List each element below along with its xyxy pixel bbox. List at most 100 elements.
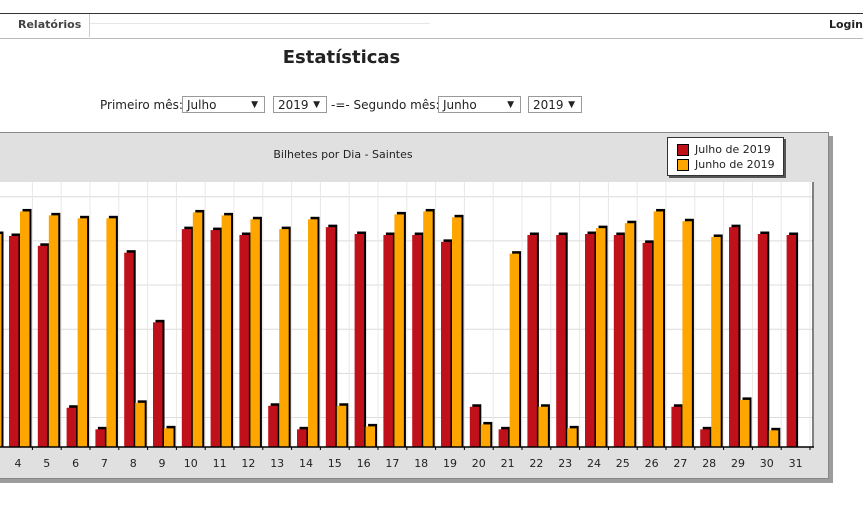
bar-junho-2019 (20, 208, 32, 447)
bar-julho-2019 (383, 232, 395, 447)
x-tick-label: 18 (414, 457, 428, 470)
x-tick-label: 29 (731, 457, 745, 470)
bar-julho-2019 (95, 426, 107, 447)
legend-swatch (677, 159, 689, 171)
second-month-value: Junho (443, 98, 477, 112)
bar-julho-2019 (671, 404, 683, 447)
bar-junho-2019 (221, 212, 234, 447)
bar-junho-2019 (452, 214, 464, 447)
chevron-down-icon: ▼ (313, 100, 320, 110)
chart-legend: Julho de 2019 Junho de 2019 (667, 137, 784, 176)
legend-item: Junho de 2019 (677, 159, 775, 171)
x-tick-label: 13 (270, 457, 284, 470)
bar-julho-2019 (124, 250, 136, 447)
legend-label: Julho de 2019 (695, 143, 771, 156)
first-year-value: 2019 (278, 98, 309, 112)
bar-junho-2019 (365, 423, 378, 447)
x-tick-label: 17 (385, 457, 399, 470)
bar-junho-2019 (423, 208, 435, 447)
top-menu-bar: Relatórios Login (0, 13, 863, 39)
bar-junho-2019 (106, 215, 118, 447)
second-month-select[interactable]: Junho ▼ (438, 96, 521, 113)
bar-julho-2019 (469, 404, 482, 447)
bar-julho-2019 (441, 239, 453, 447)
legend-swatch (677, 144, 689, 156)
chevron-down-icon: ▼ (507, 100, 514, 110)
bar-junho-2019 (279, 226, 291, 447)
legend-label: Junho de 2019 (695, 158, 775, 171)
bar-julho-2019 (786, 232, 799, 447)
x-tick-label: 7 (101, 457, 108, 470)
second-year-value: 2019 (533, 98, 564, 112)
bar-julho-2019 (181, 226, 194, 447)
bar-julho-2019 (498, 426, 511, 447)
bar-julho-2019 (642, 240, 655, 447)
bar-julho-2019 (9, 233, 21, 447)
x-tick-label: 9 (159, 457, 166, 470)
x-tick-label: 5 (43, 457, 50, 470)
bar-julho-2019 (325, 224, 338, 447)
x-tick-label: 8 (130, 457, 137, 470)
bar-julho-2019 (412, 232, 424, 447)
bar-julho-2019 (210, 227, 223, 447)
bar-junho-2019 (538, 404, 550, 447)
first-month-select[interactable]: Julho ▼ (182, 96, 265, 113)
x-tick-label: 21 (501, 457, 515, 470)
bar-julho-2019 (153, 319, 165, 447)
x-tick-label: 23 (558, 457, 572, 470)
x-tick-label: 4 (15, 457, 22, 470)
chevron-down-icon: ▼ (568, 100, 575, 110)
bar-junho-2019 (624, 220, 637, 447)
x-tick-label: 15 (328, 457, 342, 470)
bar-julho-2019 (729, 224, 741, 447)
x-tick-label: 31 (789, 457, 803, 470)
bar-junho-2019 (567, 425, 579, 447)
x-tick-label: 20 (472, 457, 486, 470)
bar-junho-2019 (509, 251, 522, 447)
bar-julho-2019 (297, 426, 309, 447)
bar-junho-2019 (768, 427, 781, 447)
menu-tab-reports[interactable]: Relatórios (10, 14, 91, 37)
x-tick-label: 22 (529, 457, 543, 470)
menu-divider (90, 23, 430, 24)
bar-junho-2019 (682, 218, 694, 447)
bar-junho-2019 (740, 397, 752, 447)
first-month-label: Primeiro mês: (100, 98, 183, 112)
x-tick-label: 12 (241, 457, 255, 470)
bar-junho-2019 (250, 216, 262, 447)
bar-junho-2019 (596, 225, 608, 447)
bar-julho-2019 (700, 426, 712, 447)
bar-julho-2019 (66, 405, 79, 447)
first-month-value: Julho (187, 98, 217, 112)
x-tick-label: 11 (213, 457, 227, 470)
x-tick-label: 16 (357, 457, 371, 470)
x-tick-label: 6 (72, 457, 79, 470)
bar-julho-2019 (613, 232, 626, 447)
bar-julho-2019 (757, 231, 770, 447)
bar-previous-day-partial (0, 231, 4, 447)
bar-julho-2019 (37, 243, 50, 447)
bar-junho-2019 (192, 209, 205, 447)
bar-julho-2019 (268, 403, 280, 447)
second-year-select[interactable]: 2019 ▼ (528, 96, 582, 113)
bar-julho-2019 (585, 231, 597, 447)
x-tick-label: 19 (443, 457, 457, 470)
bar-junho-2019 (308, 216, 320, 447)
bar-junho-2019 (653, 208, 666, 447)
x-tick-label: 14 (299, 457, 313, 470)
page-title: Estatísticas (282, 47, 401, 68)
x-tick-label: 10 (184, 457, 198, 470)
x-tick-label: 30 (760, 457, 774, 470)
bar-julho-2019 (354, 231, 367, 447)
bar-julho-2019 (556, 232, 568, 447)
bar-julho-2019 (239, 232, 251, 447)
bar-junho-2019 (77, 215, 90, 447)
x-tick-label: 28 (702, 457, 716, 470)
second-month-label: -=- Segundo mês: (331, 98, 440, 112)
legend-item: Julho de 2019 (677, 144, 771, 156)
bar-junho-2019 (711, 234, 723, 447)
first-year-select[interactable]: 2019 ▼ (273, 96, 327, 113)
login-link[interactable]: Login (828, 18, 863, 31)
chevron-down-icon: ▼ (251, 100, 258, 110)
